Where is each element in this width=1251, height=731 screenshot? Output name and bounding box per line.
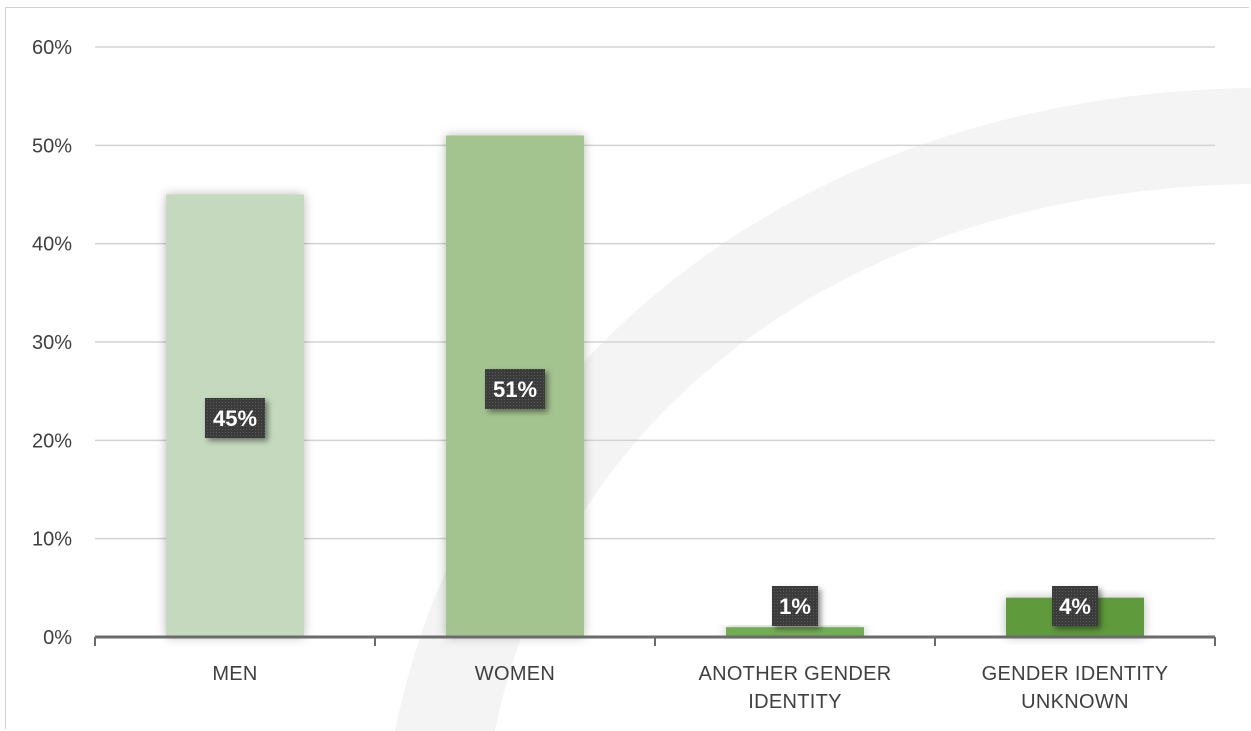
data-label-box: [1052, 586, 1098, 626]
y-tick-label: 50%: [32, 135, 72, 157]
data-label-box: [772, 586, 818, 626]
y-tick-label: 40%: [32, 234, 72, 256]
y-tick-label: 60%: [32, 37, 72, 59]
x-axis-category-labels: MEN WOMEN ANOTHER GENDER IDENTITY GENDER IDE…: [212, 663, 1168, 713]
data-label: 45%: [213, 406, 257, 431]
y-tick-label: 30%: [32, 332, 72, 354]
x-category-label: ANOTHER GENDER: [698, 663, 891, 685]
bar: [726, 627, 864, 637]
data-label-box: [485, 369, 545, 409]
y-tick-label: 10%: [32, 529, 72, 551]
data-label: 4%: [1059, 594, 1091, 619]
y-tick-label: 0%: [43, 627, 72, 649]
y-axis-tick-labels: 0% 10% 20% 30% 40% 50% 60%: [32, 37, 72, 649]
data-label: 1%: [779, 594, 811, 619]
chart-frame: [5, 7, 1249, 729]
x-category-label: UNKNOWN: [1021, 691, 1129, 713]
data-label-box: [205, 398, 265, 438]
x-category-label: IDENTITY: [748, 691, 842, 713]
x-category-label: GENDER IDENTITY: [982, 663, 1169, 685]
data-label: 51%: [493, 377, 537, 402]
x-category-label: WOMEN: [475, 663, 555, 685]
x-category-label: MEN: [212, 663, 257, 685]
y-tick-label: 20%: [32, 430, 72, 452]
x-axis: [94, 635, 1216, 646]
data-labels: 45% 51% 1% 4%: [205, 369, 1098, 626]
